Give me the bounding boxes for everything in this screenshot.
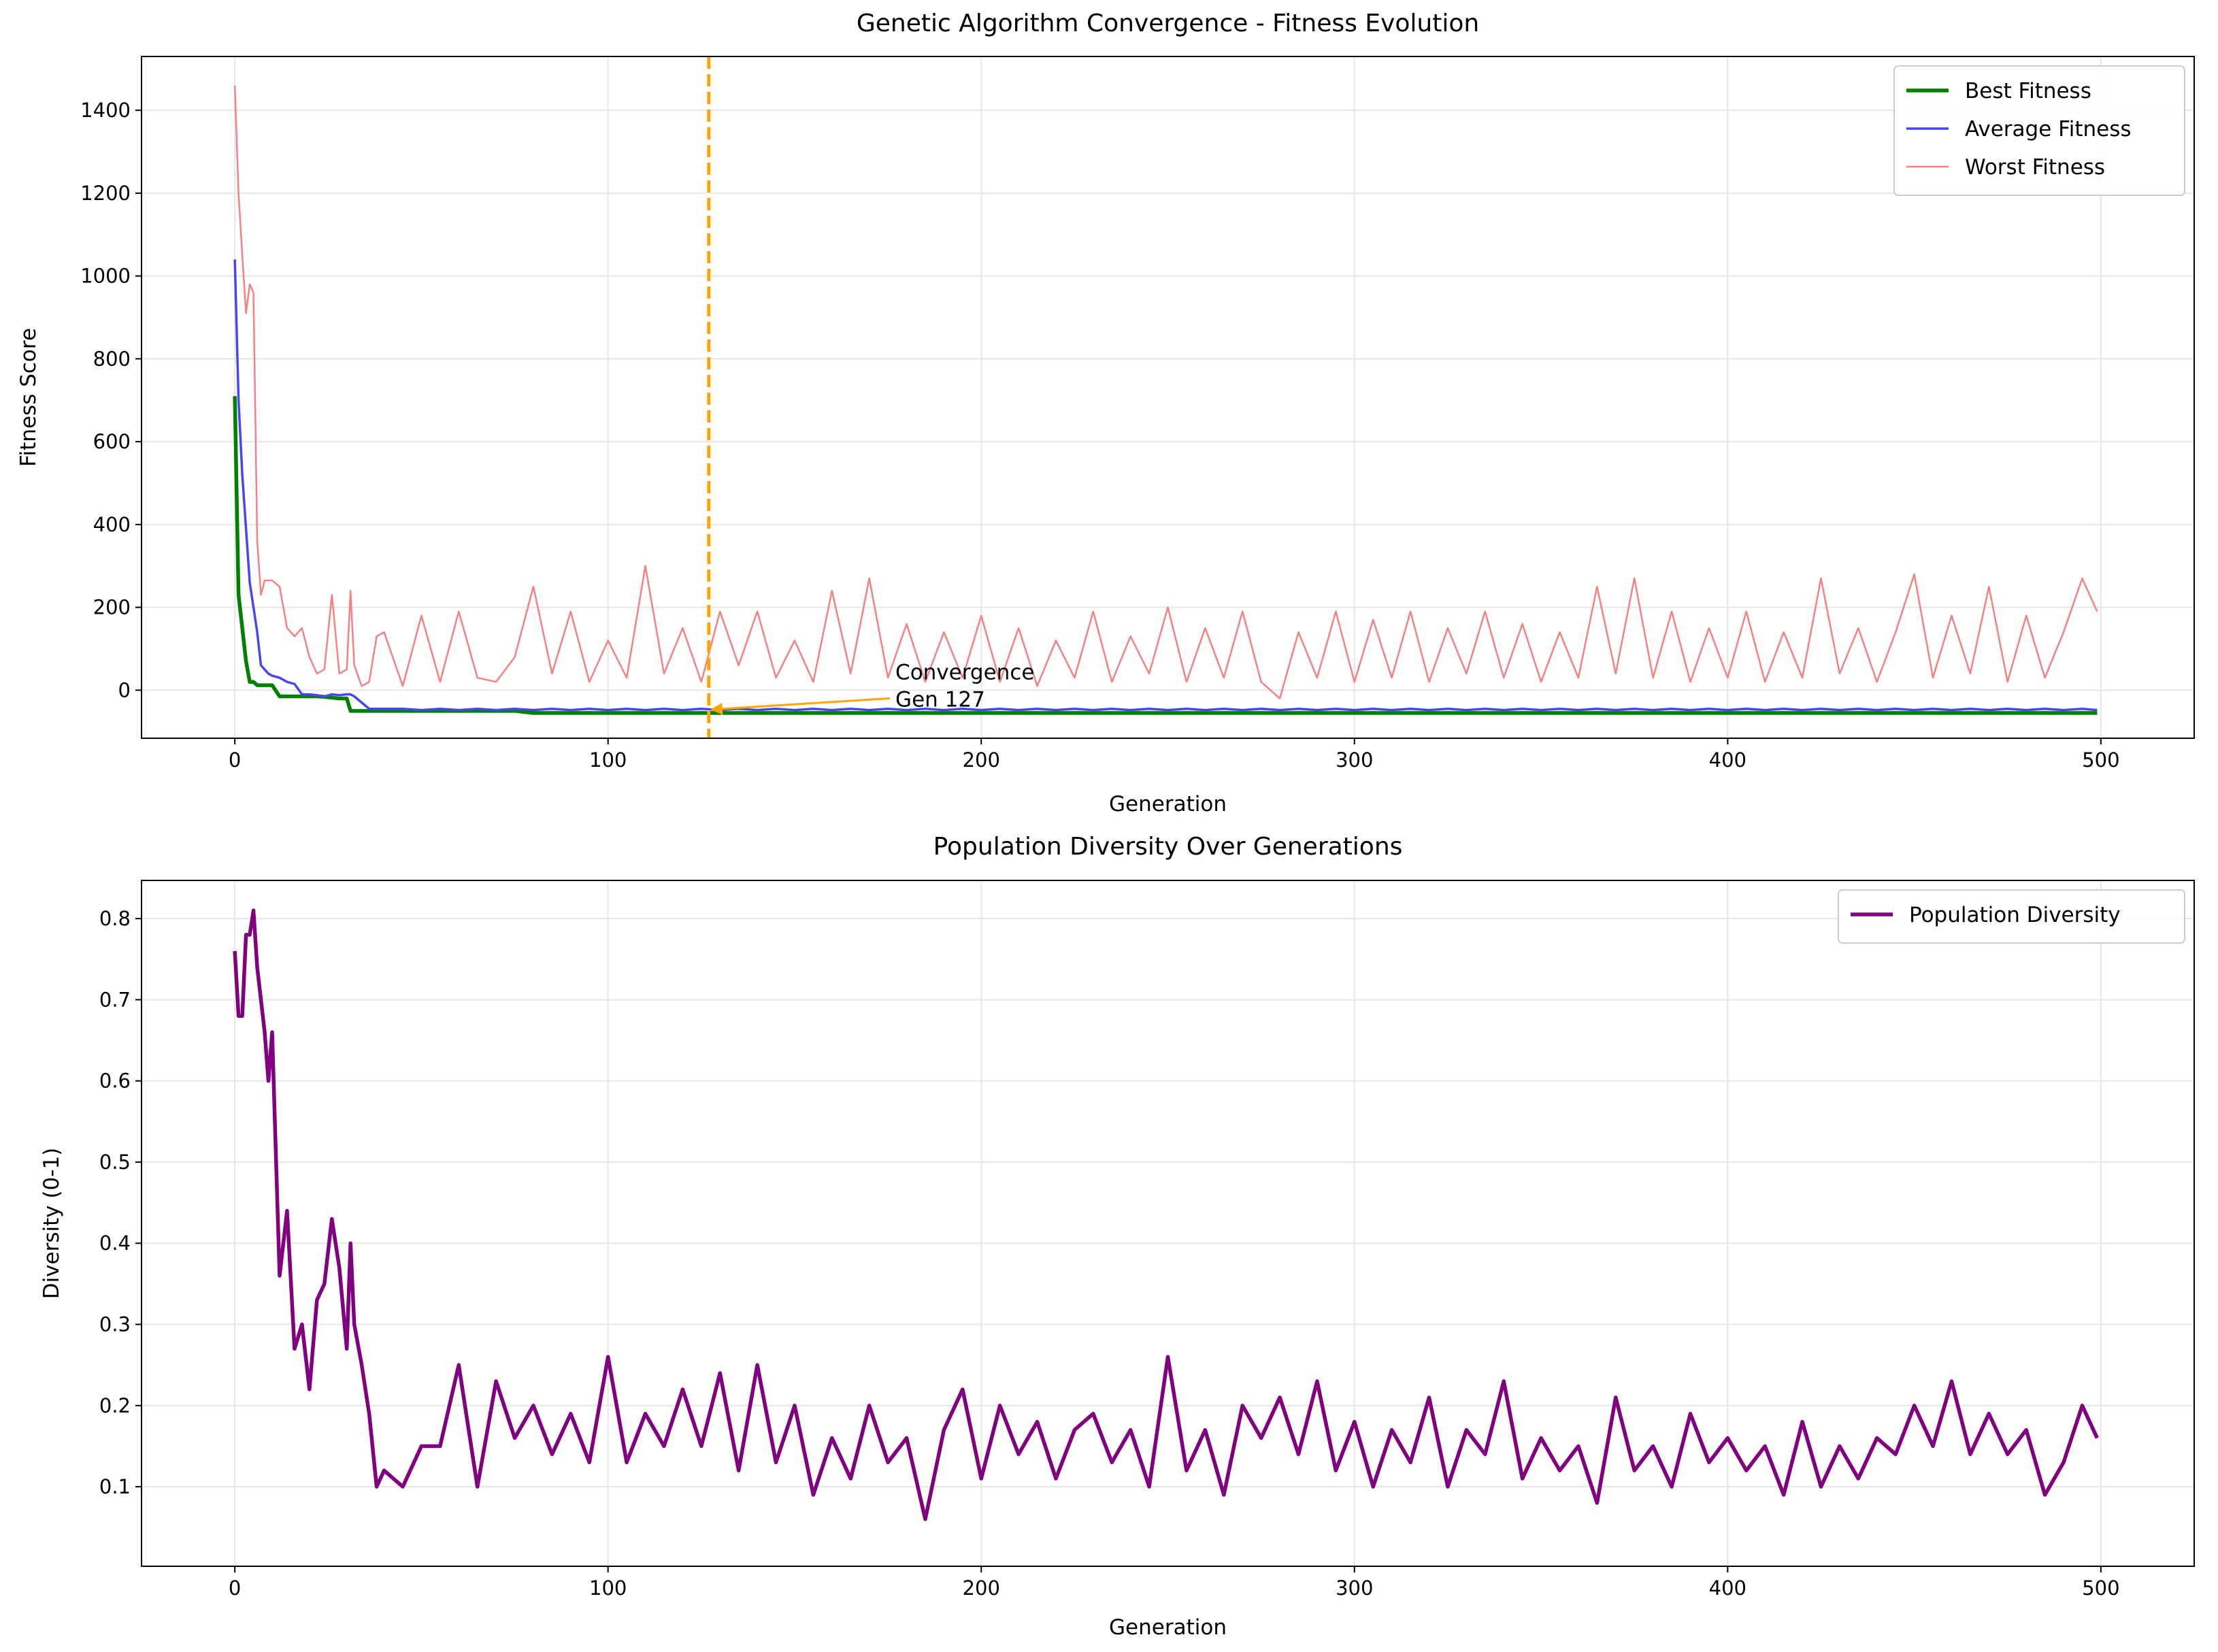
legend-box: [1838, 889, 2185, 944]
chart-title: Genetic Algorithm Convergence - Fitness …: [857, 10, 1479, 37]
series-line: [233, 85, 2098, 699]
x-tick-label: 0: [229, 748, 241, 772]
y-tick-label: 0.2: [99, 1394, 131, 1417]
x-tick-label: 200: [963, 748, 1000, 772]
axes-frame: [141, 56, 2195, 739]
y-tick-label: 0.4: [99, 1232, 131, 1255]
legend-label: Population Diversity: [1909, 903, 2121, 927]
x-tick-label: 100: [589, 1576, 627, 1600]
y-tick-label: 0.5: [99, 1151, 131, 1174]
y-tick-label: 0: [118, 678, 131, 701]
x-tick-label: 300: [1336, 1576, 1373, 1600]
plot-area: [233, 56, 2098, 738]
legend-label: Worst Fitness: [1965, 155, 2105, 180]
x-axis-label: Generation: [1109, 792, 1227, 816]
y-tick-label: 400: [93, 513, 131, 536]
y-axis-label: Fitness Score: [16, 328, 41, 467]
x-tick-label: 200: [963, 1576, 1000, 1600]
y-tick-label: 600: [93, 430, 131, 453]
y-tick-label: 0.8: [99, 907, 131, 930]
legend-label: Best Fitness: [1965, 79, 2091, 103]
x-axis-label: Generation: [1109, 1615, 1227, 1640]
y-tick-label: 0.1: [99, 1475, 131, 1498]
annotation-text: Gen 127: [895, 687, 985, 712]
x-tick-label: 300: [1336, 748, 1373, 772]
y-tick-label: 0.3: [99, 1313, 131, 1336]
y-tick-label: 0.7: [99, 988, 131, 1011]
chart-title: Population Diversity Over Generations: [933, 833, 1403, 861]
x-tick-label: 100: [589, 748, 627, 772]
y-axis-label: Diversity (0-1): [39, 1148, 64, 1300]
series-line: [233, 908, 2099, 1521]
annotation-text: Convergence: [895, 660, 1034, 684]
y-tick-label: 0.6: [99, 1070, 131, 1093]
x-tick-label: 500: [2082, 748, 2119, 772]
legend-label: Average Fitness: [1965, 117, 2132, 142]
plot-area: [233, 908, 2099, 1521]
y-tick-label: 200: [93, 596, 131, 619]
x-tick-label: 500: [2082, 1576, 2119, 1600]
axes-frame: [141, 880, 2195, 1567]
y-tick-label: 1200: [80, 182, 131, 205]
x-tick-label: 0: [229, 1576, 241, 1600]
y-tick-label: 800: [93, 347, 131, 370]
annotation-arrow: [710, 697, 891, 715]
legend-box: [1893, 65, 2185, 196]
series-line: [233, 259, 2098, 712]
series-line: [233, 396, 2098, 715]
y-tick-label: 1000: [80, 265, 131, 288]
x-tick-label: 400: [1709, 1576, 1747, 1600]
y-tick-label: 1400: [80, 99, 131, 122]
x-tick-label: 400: [1709, 748, 1747, 772]
